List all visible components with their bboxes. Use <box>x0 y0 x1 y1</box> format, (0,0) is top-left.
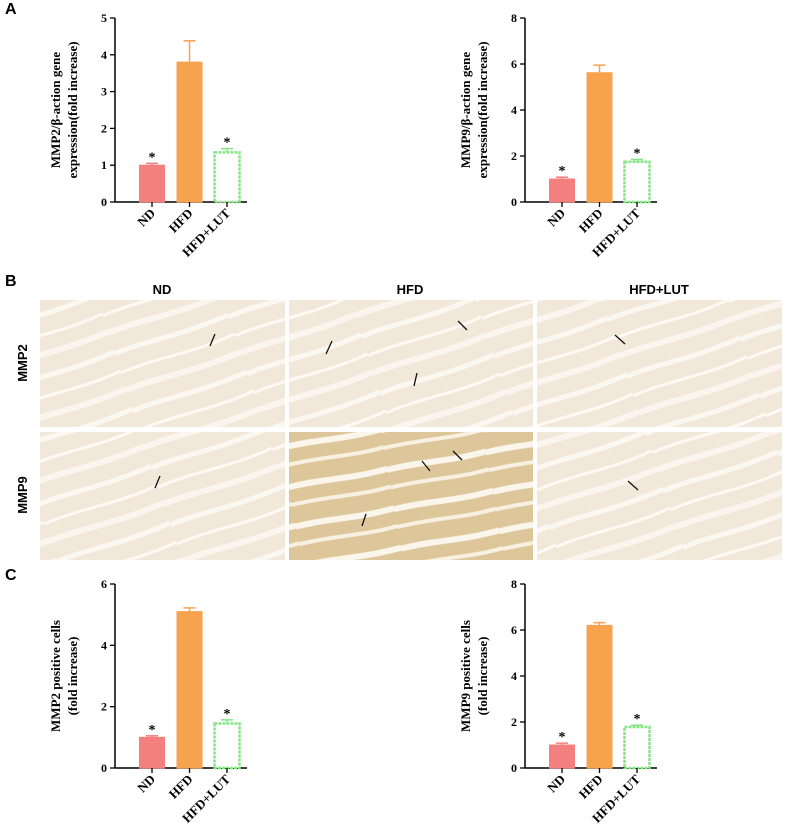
significance-mark: * <box>224 136 231 151</box>
x-tick-label: ND <box>134 772 158 796</box>
y-tick-label: 4 <box>101 638 107 652</box>
y-tick-label: 0 <box>101 195 107 209</box>
row-label: MMP9 <box>15 476 30 514</box>
bar <box>549 744 575 769</box>
y-axis-label: expression(fold increase) <box>475 41 490 178</box>
arrows <box>154 320 639 527</box>
y-axis-label: expression(fold increase) <box>65 41 80 178</box>
significance-mark: * <box>224 707 231 722</box>
micrograph <box>537 432 782 560</box>
micrograph <box>289 300 533 427</box>
y-axis-label: MMP9 positive cells <box>458 620 473 732</box>
significance-mark: * <box>634 712 641 727</box>
micrograph <box>537 300 782 427</box>
bar <box>586 624 613 769</box>
y-tick-label: 1 <box>101 158 107 172</box>
significance-mark: * <box>149 150 156 165</box>
y-axis-label: (fold increase) <box>475 637 490 716</box>
y-axis-label: MMP9/β-action gene <box>458 52 473 168</box>
y-tick-label: 6 <box>511 57 517 71</box>
y-axis-label: MMP2 positive cells <box>48 620 63 732</box>
y-tick-label: 4 <box>101 48 107 62</box>
y-tick-label: 2 <box>511 715 517 729</box>
micrographs <box>40 300 782 560</box>
y-tick-label: 0 <box>511 761 517 775</box>
x-tick-label: ND <box>544 206 568 230</box>
bar <box>176 611 203 769</box>
y-tick-label: 8 <box>511 11 517 25</box>
bar <box>176 61 203 203</box>
significance-mark: * <box>559 730 566 745</box>
x-tick-label: HFD <box>166 772 196 802</box>
y-tick-label: 2 <box>511 149 517 163</box>
significance-mark: * <box>634 146 641 161</box>
micrograph <box>40 432 285 560</box>
bar <box>623 725 651 770</box>
y-tick-label: 5 <box>101 11 107 25</box>
x-tick-label: ND <box>544 772 568 796</box>
micrograph <box>289 432 533 560</box>
y-tick-label: 4 <box>511 103 517 117</box>
y-tick-label: 0 <box>101 761 107 775</box>
y-tick-label: 2 <box>101 121 107 135</box>
y-tick-label: 3 <box>101 85 107 99</box>
y-axis-label: (fold increase) <box>65 637 80 716</box>
column-header: HFD+LUT <box>629 282 689 297</box>
y-axis-label: MMP2/β-action gene <box>48 52 63 168</box>
panel-label: A <box>5 1 17 18</box>
y-tick-label: 2 <box>101 700 107 714</box>
significance-mark: * <box>559 164 566 179</box>
bar <box>139 164 165 203</box>
column-header: HFD <box>397 282 424 297</box>
bar <box>623 160 651 204</box>
x-tick-label: ND <box>134 206 158 230</box>
column-header: ND <box>153 282 172 297</box>
y-tick-label: 0 <box>511 195 517 209</box>
x-tick-label: HFD <box>576 206 606 236</box>
panel-label: B <box>5 273 17 290</box>
y-tick-label: 6 <box>101 577 107 591</box>
bar <box>139 736 165 769</box>
bar <box>213 151 241 204</box>
bar <box>586 72 613 203</box>
y-tick-label: 8 <box>511 577 517 591</box>
x-tick-label: HFD <box>576 772 606 802</box>
x-tick-label: HFD <box>166 206 196 236</box>
row-label: MMP2 <box>15 344 30 382</box>
y-tick-label: 6 <box>511 623 517 637</box>
y-tick-label: 4 <box>511 669 517 683</box>
significance-mark: * <box>149 723 156 738</box>
micrograph <box>40 300 285 427</box>
bar <box>213 722 241 770</box>
bar <box>549 178 575 203</box>
panel-label: C <box>5 567 17 584</box>
